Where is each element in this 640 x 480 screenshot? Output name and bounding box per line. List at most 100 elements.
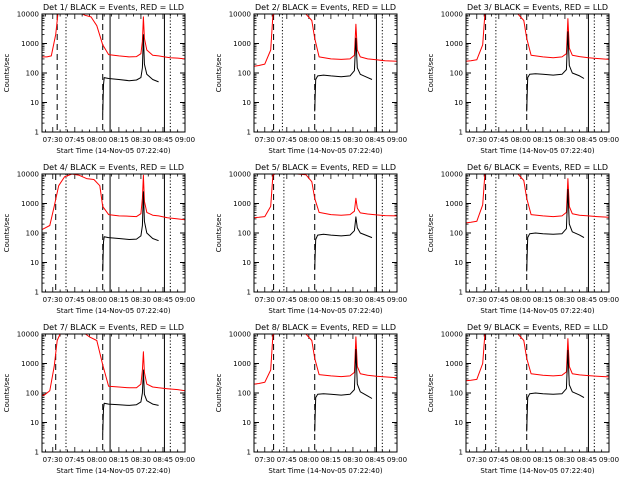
x-tick-label: 07:30 [255, 456, 275, 464]
y-axis-label: Counts/sec [215, 214, 223, 253]
chart-panel-5: Det 5/ BLACK = Events, RED = LLD Counts/s… [215, 163, 407, 315]
y-tick-label: 10000 [17, 171, 39, 179]
x-tick-label: 08:45 [153, 456, 173, 464]
series-line-black [314, 216, 373, 270]
y-tick-label: 10000 [229, 171, 251, 179]
y-tick-label: 10000 [229, 331, 251, 339]
series-group [254, 174, 397, 270]
chart-panel-3: Det 3/ BLACK = Events, RED = LLD Counts/s… [427, 3, 619, 155]
x-axis-label: Start Time (14-Nov-05 07:22:40) [56, 147, 170, 155]
x-tick-label: 07:45 [489, 136, 509, 144]
series-line-red [254, 14, 397, 67]
y-tick-label: 10000 [441, 331, 463, 339]
x-tick-label: 07:30 [467, 456, 487, 464]
series-group [254, 14, 397, 112]
x-tick-label: 08:00 [511, 456, 531, 464]
y-tick-label: 1000 [445, 40, 463, 48]
plot-frame [465, 173, 610, 293]
x-tick-label: 09:00 [175, 296, 195, 304]
x-tick-label: 09:00 [387, 136, 407, 144]
x-tick-label: 08:30 [555, 296, 575, 304]
y-tick-label: 10 [30, 259, 39, 267]
y-tick-label: 100 [238, 230, 251, 238]
plot-frame [41, 333, 186, 453]
y-tick-label: 10 [242, 259, 251, 267]
x-axis-label: Start Time (14-Nov-05 07:22:40) [268, 147, 382, 155]
x-tick-label: 08:15 [109, 296, 129, 304]
chart-title: Det 3/ BLACK = Events, RED = LLD [467, 3, 608, 12]
x-tick-label: 08:45 [577, 296, 597, 304]
x-tick-label: 09:00 [175, 136, 195, 144]
series-line-black [314, 348, 373, 432]
x-axis-label: Start Time (14-Nov-05 07:22:40) [268, 307, 382, 315]
y-tick-label: 100 [450, 230, 463, 238]
plot-frame [41, 173, 186, 293]
y-tick-label: 10 [30, 99, 39, 107]
x-tick-label: 09:00 [175, 456, 195, 464]
y-axis-label: Counts/sec [3, 374, 11, 413]
x-tick-label: 08:30 [343, 136, 363, 144]
y-tick-label: 100 [450, 70, 463, 78]
series-line-red [254, 174, 397, 219]
x-tick-label: 08:15 [321, 456, 341, 464]
x-tick-label: 07:45 [277, 296, 297, 304]
x-tick-label: 08:00 [87, 296, 107, 304]
plot-frame [465, 333, 610, 453]
x-tick-label: 08:30 [343, 456, 363, 464]
y-axis-label: Counts/sec [427, 214, 435, 253]
series-line-red [42, 174, 185, 231]
y-tick-label: 10 [242, 419, 251, 427]
x-tick-label: 09:00 [599, 296, 619, 304]
y-tick-label: 100 [26, 390, 39, 398]
x-tick-label: 08:30 [131, 136, 151, 144]
x-axis-label: Start Time (14-Nov-05 07:22:40) [480, 307, 594, 315]
x-tick-label: 08:15 [321, 136, 341, 144]
x-tick-label: 08:15 [533, 456, 553, 464]
x-tick-label: 07:45 [489, 456, 509, 464]
y-tick-label: 1 [247, 129, 251, 137]
x-tick-label: 08:45 [153, 296, 173, 304]
y-tick-label: 1000 [445, 360, 463, 368]
y-tick-label: 10000 [441, 11, 463, 19]
x-tick-label: 07:45 [277, 136, 297, 144]
x-tick-label: 08:15 [533, 136, 553, 144]
y-tick-label: 10 [242, 99, 251, 107]
y-tick-label: 10000 [441, 171, 463, 179]
y-tick-label: 100 [26, 70, 39, 78]
x-tick-label: 08:00 [511, 296, 531, 304]
x-tick-label: 08:30 [555, 136, 575, 144]
y-tick-label: 10 [454, 419, 463, 427]
chart-title: Det 8/ BLACK = Events, RED = LLD [255, 323, 396, 332]
chart-panel-4: Det 4/ BLACK = Events, RED = LLD Counts/s… [3, 163, 195, 315]
series-group [254, 334, 397, 432]
series-line-black [102, 34, 159, 115]
x-tick-label: 08:45 [365, 456, 385, 464]
y-tick-label: 10000 [17, 331, 39, 339]
plot-frame [253, 173, 398, 293]
x-tick-label: 08:45 [577, 136, 597, 144]
series-line-black [314, 37, 373, 112]
y-tick-label: 1 [35, 449, 39, 457]
y-tick-label: 1000 [21, 200, 39, 208]
y-tick-label: 100 [450, 390, 463, 398]
series-group [42, 334, 185, 435]
x-tick-label: 07:45 [65, 136, 85, 144]
y-tick-label: 10 [30, 419, 39, 427]
chart-title: Det 1/ BLACK = Events, RED = LLD [43, 3, 184, 12]
x-axis-label: Start Time (14-Nov-05 07:22:40) [56, 307, 170, 315]
series-line-red [466, 14, 609, 62]
chart-title: Det 7/ BLACK = Events, RED = LLD [43, 323, 184, 332]
series-line-red [42, 334, 185, 397]
x-tick-label: 08:45 [153, 136, 173, 144]
x-tick-label: 08:00 [299, 456, 319, 464]
y-tick-label: 1 [35, 289, 39, 297]
x-tick-label: 07:30 [467, 136, 487, 144]
y-axis-label: Counts/sec [3, 214, 11, 253]
x-tick-label: 08:15 [109, 456, 129, 464]
x-tick-label: 08:45 [365, 136, 385, 144]
chart-panel-9: Det 9/ BLACK = Events, RED = LLD Counts/s… [427, 323, 619, 475]
x-tick-label: 08:00 [299, 136, 319, 144]
y-tick-label: 10000 [229, 11, 251, 19]
